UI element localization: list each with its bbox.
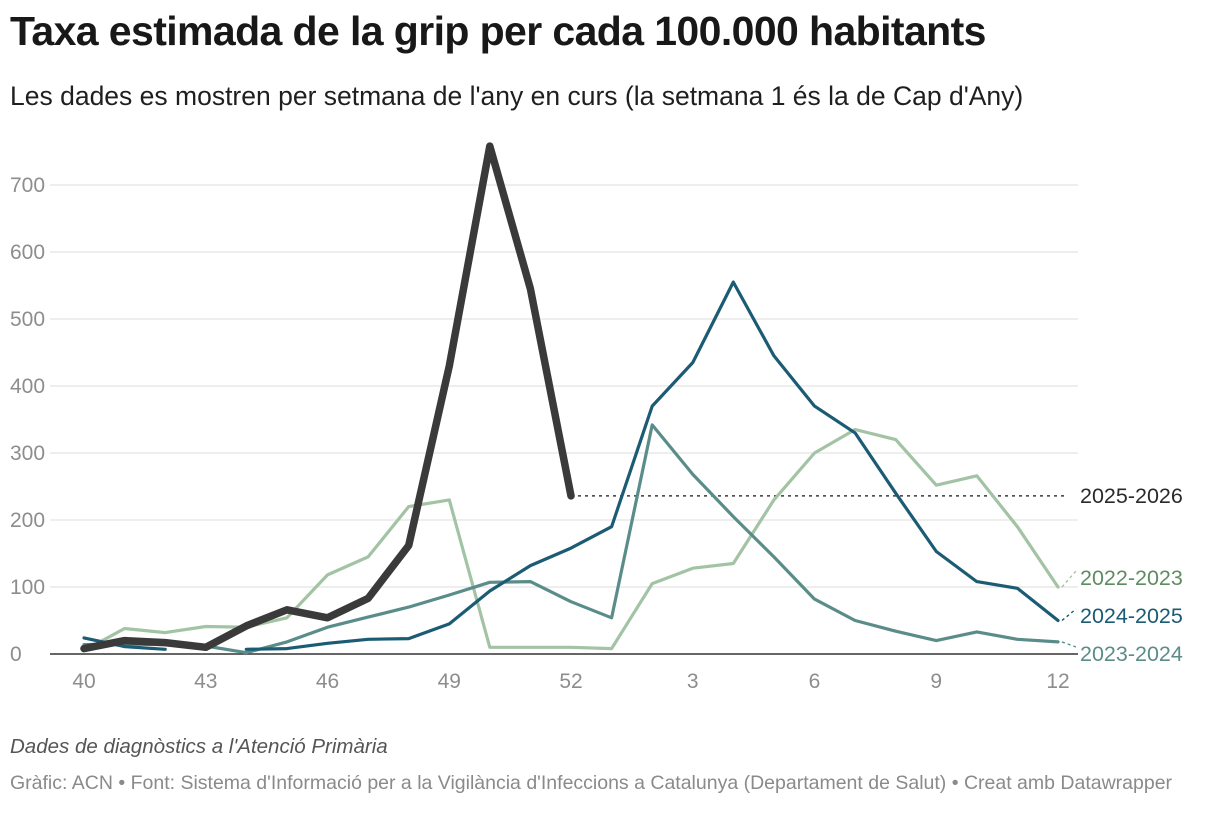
y-tick-label: 0 bbox=[10, 643, 22, 666]
x-tick-label: 43 bbox=[194, 670, 217, 693]
chart-subtitle: Les dades es mostren per setmana de l'an… bbox=[10, 81, 1024, 111]
series-label-2025-2026: 2025-2026 bbox=[1080, 484, 1183, 508]
line-chart: 0 100 200 300 400 500 600 700 40 43 46 49 52 3 6 9 12 20… bbox=[10, 142, 1183, 693]
x-tick-label: 46 bbox=[316, 670, 339, 693]
y-tick-label: 700 bbox=[10, 174, 45, 197]
series-label-2024-2025: 2024-2025 bbox=[1080, 604, 1183, 628]
axes: 0 100 200 300 400 500 600 700 40 43 46 49 52 3 6 9 12 bbox=[10, 174, 1070, 693]
x-tick-label: 3 bbox=[687, 670, 699, 693]
x-tick-label: 9 bbox=[930, 670, 942, 693]
x-tick-label: 12 bbox=[1046, 670, 1069, 693]
x-tick-label: 52 bbox=[559, 670, 582, 693]
y-tick-label: 600 bbox=[10, 241, 45, 264]
x-tick-label: 49 bbox=[438, 670, 461, 693]
chart-notes: Dades de diagnòstics a l'Atenció Primàri… bbox=[10, 735, 388, 758]
series-label-2022-2023: 2022-2023 bbox=[1080, 566, 1183, 590]
y-tick-label: 200 bbox=[10, 509, 45, 532]
y-tick-label: 400 bbox=[10, 375, 45, 398]
series-label-connector bbox=[1061, 641, 1077, 648]
y-tick-label: 500 bbox=[10, 308, 45, 331]
x-tick-label: 40 bbox=[72, 670, 95, 693]
series-line-2023-2024 bbox=[82, 423, 1060, 655]
series-label-connector bbox=[1061, 608, 1077, 622]
series-label-connector bbox=[1061, 570, 1077, 588]
series-label-2023-2024: 2023-2024 bbox=[1080, 642, 1183, 666]
y-tick-label: 300 bbox=[10, 442, 45, 465]
y-tick-label: 100 bbox=[10, 576, 45, 599]
series-labels: 2022-2023 2023-2024 2024-2025 2025-2026 bbox=[1061, 484, 1183, 666]
chart-title: Taxa estimada de la grip per cada 100.00… bbox=[10, 8, 986, 54]
series-lines bbox=[80, 142, 1066, 655]
gridlines bbox=[50, 184, 1078, 655]
x-tick-label: 6 bbox=[809, 670, 821, 693]
series-line-2024-2025 bbox=[82, 636, 167, 651]
series-line-2025-2026 bbox=[80, 142, 575, 653]
chart-footer: Gràfic: ACN • Font: Sistema d'Informació… bbox=[10, 772, 1173, 794]
series-line-2024-2025 bbox=[244, 280, 1060, 651]
series-line-2022-2023 bbox=[82, 427, 1060, 653]
